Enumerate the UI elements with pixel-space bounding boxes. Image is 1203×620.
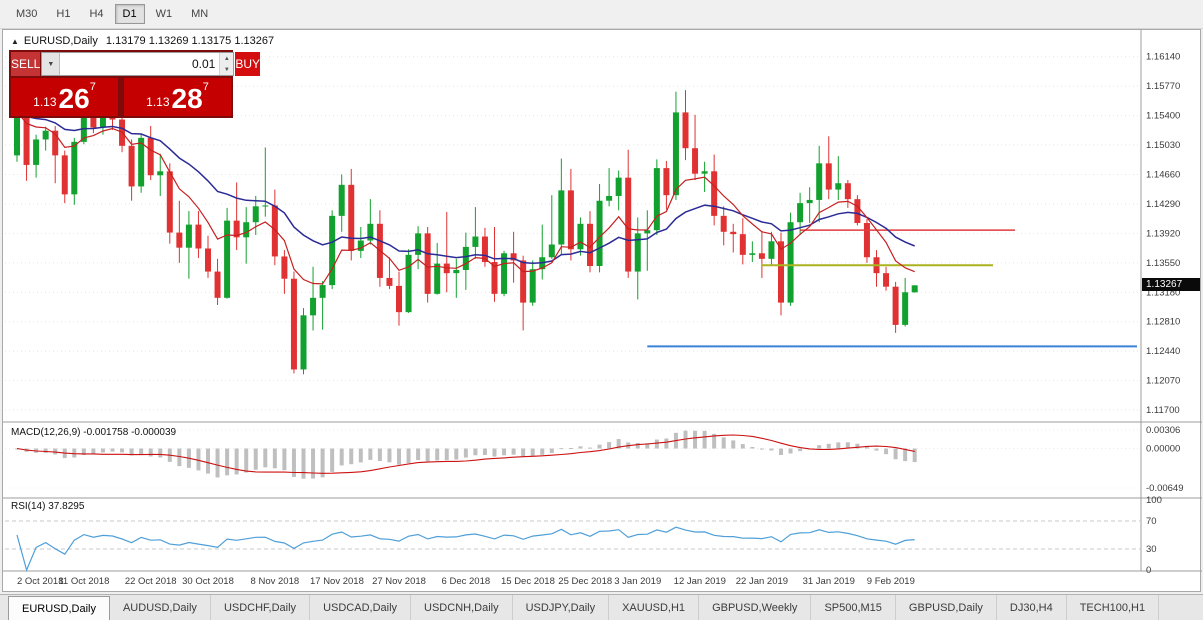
- svg-text:22 Jan 2019: 22 Jan 2019: [736, 576, 788, 587]
- one-click-trading-panel: SELL ▼ ▲ ▼ BUY 1.13 26 7 1.13 28 7: [9, 50, 261, 118]
- svg-text:1.11700: 1.11700: [1146, 405, 1180, 416]
- svg-text:17 Nov 2018: 17 Nov 2018: [310, 576, 364, 587]
- buy-button[interactable]: BUY: [235, 52, 261, 76]
- tab-audusd-daily[interactable]: AUDUSD,Daily: [110, 595, 211, 620]
- tab-gbpusd-daily[interactable]: GBPUSD,Daily: [896, 595, 997, 620]
- svg-text:25 Dec 2018: 25 Dec 2018: [558, 576, 612, 587]
- svg-text:0: 0: [1146, 565, 1151, 576]
- chart-ohlc-values: 1.13179 1.13269 1.13175 1.13267: [105, 35, 275, 47]
- sell-price-prefix: 1.13: [33, 95, 57, 109]
- timeframe-d1-button[interactable]: D1: [114, 4, 145, 24]
- macd-indicator-label: MACD(12,26,9) -0.001758 -0.000039: [11, 427, 177, 438]
- tab-usdjpy-daily[interactable]: USDJPY,Daily: [513, 595, 610, 620]
- svg-text:1.12440: 1.12440: [1146, 346, 1180, 357]
- timeframe-w1-button[interactable]: W1: [155, 8, 173, 20]
- symbol-tabbar: EURUSD,Daily AUDUSD,Daily USDCHF,Daily U…: [0, 594, 1203, 620]
- svg-text:11 Oct 2018: 11 Oct 2018: [58, 576, 109, 587]
- svg-text:1.15030: 1.15030: [1146, 140, 1180, 151]
- svg-text:1.14660: 1.14660: [1146, 169, 1180, 180]
- timeframe-mn-button[interactable]: MN: [191, 8, 209, 20]
- svg-text:1.15400: 1.15400: [1146, 111, 1180, 122]
- collapse-panel-icon[interactable]: ▲: [11, 37, 19, 46]
- buy-price-box[interactable]: 1.13 28 7: [124, 78, 231, 116]
- svg-text:1.16140: 1.16140: [1146, 52, 1180, 63]
- chart-canvas[interactable]: 1.16140 1.15770 1.15400 1.15030 1.14660 1.142…: [3, 30, 1202, 593]
- svg-text:1.13920: 1.13920: [1146, 228, 1180, 239]
- sell-price-big: 26: [58, 83, 90, 114]
- buy-price-sup: 7: [202, 81, 209, 93]
- tab-sp500-m15[interactable]: SP500,M15: [811, 595, 896, 620]
- svg-text:0.00306: 0.00306: [1146, 425, 1180, 436]
- sell-price-box[interactable]: 1.13 26 7: [11, 78, 118, 116]
- svg-text:30 Oct 2018: 30 Oct 2018: [182, 576, 234, 587]
- svg-text:12 Jan 2019: 12 Jan 2019: [674, 576, 726, 587]
- chart-symbol-label: EURUSD,Daily: [23, 35, 98, 47]
- sell-button[interactable]: SELL: [11, 52, 41, 76]
- sell-price-sup: 7: [89, 81, 96, 93]
- svg-text:6 Dec 2018: 6 Dec 2018: [442, 576, 491, 587]
- svg-text:1.12070: 1.12070: [1146, 376, 1180, 387]
- timeframe-h4-button[interactable]: H4: [89, 8, 104, 20]
- tab-gbpusd-weekly[interactable]: GBPUSD,Weekly: [699, 595, 812, 620]
- tab-usdcad-daily[interactable]: USDCAD,Daily: [310, 595, 412, 620]
- svg-text:3 Jan 2019: 3 Jan 2019: [614, 576, 661, 587]
- svg-text:1.13550: 1.13550: [1146, 258, 1180, 269]
- svg-text:70: 70: [1146, 516, 1157, 527]
- volume-down-icon[interactable]: ▼: [220, 64, 234, 75]
- volume-combo: ▼ ▲ ▼: [41, 52, 235, 76]
- tab-tech100-h1[interactable]: TECH100,H1: [1067, 595, 1160, 620]
- buy-price-big: 28: [171, 83, 203, 114]
- svg-text:2 Oct 2018: 2 Oct 2018: [17, 576, 63, 587]
- svg-text:100: 100: [1146, 495, 1162, 506]
- svg-text:1.14290: 1.14290: [1146, 199, 1180, 210]
- svg-text:-0.00649: -0.00649: [1146, 483, 1184, 494]
- svg-text:27 Nov 2018: 27 Nov 2018: [372, 576, 426, 587]
- svg-text:31 Jan 2019: 31 Jan 2019: [803, 576, 855, 587]
- svg-text:15 Dec 2018: 15 Dec 2018: [501, 576, 555, 587]
- volume-input[interactable]: [60, 53, 220, 75]
- buy-price-prefix: 1.13: [146, 95, 170, 109]
- svg-text:1.15770: 1.15770: [1146, 81, 1180, 92]
- svg-text:8 Nov 2018: 8 Nov 2018: [251, 576, 300, 587]
- tab-dj30-h4[interactable]: DJ30,H4: [997, 595, 1067, 620]
- svg-text:30: 30: [1146, 544, 1157, 555]
- tab-xauusd-h1[interactable]: XAUUSD,H1: [609, 595, 700, 620]
- svg-text:1.13180: 1.13180: [1146, 287, 1180, 298]
- svg-text:22 Oct 2018: 22 Oct 2018: [125, 576, 177, 587]
- timeframe-m30-button[interactable]: M30: [16, 8, 38, 20]
- volume-dropdown-icon[interactable]: ▼: [42, 53, 61, 75]
- timeframe-toolbar: M30 H1 H4 D1 W1 MN: [0, 0, 1203, 29]
- timeframe-h1-button[interactable]: H1: [56, 8, 71, 20]
- svg-text:1.12810: 1.12810: [1146, 317, 1180, 328]
- tab-eurusd-daily[interactable]: EURUSD,Daily: [8, 596, 110, 620]
- chart-title: ▲ EURUSD,Daily 1.13179 1.13269 1.13175 1.1…: [11, 35, 274, 47]
- svg-text:0.00000: 0.00000: [1146, 444, 1180, 455]
- volume-up-icon[interactable]: ▲: [220, 53, 234, 64]
- svg-text:9 Feb 2019: 9 Feb 2019: [867, 576, 915, 587]
- tab-usdcnh-daily[interactable]: USDCNH,Daily: [411, 595, 513, 620]
- tab-usdchf-daily[interactable]: USDCHF,Daily: [211, 595, 311, 620]
- volume-stepper: ▲ ▼: [219, 53, 234, 75]
- current-price-tag: 1.13267: [1142, 278, 1200, 292]
- chart-window: 1.16140 1.15770 1.15400 1.15030 1.14660 1.142…: [2, 29, 1202, 593]
- rsi-indicator-label: RSI(14) 37.8295: [11, 501, 85, 512]
